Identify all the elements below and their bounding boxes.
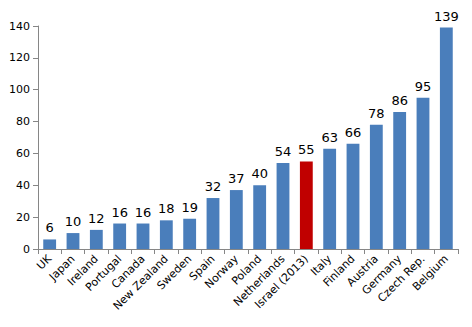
svg-text:140: 140	[9, 20, 30, 33]
svg-text:63: 63	[321, 130, 338, 145]
svg-text:Finland: Finland	[320, 252, 358, 290]
svg-text:Austria: Austria	[344, 252, 381, 289]
svg-text:Italy: Italy	[308, 252, 335, 279]
svg-text:95: 95	[415, 79, 432, 94]
svg-text:40: 40	[251, 166, 268, 181]
svg-text:40: 40	[16, 179, 30, 192]
svg-text:86: 86	[391, 93, 408, 108]
svg-text:54: 54	[275, 144, 292, 159]
svg-text:78: 78	[368, 106, 385, 121]
svg-text:12: 12	[88, 211, 105, 226]
svg-text:Poland: Poland	[229, 252, 265, 288]
svg-text:New Zealand: New Zealand	[110, 252, 171, 313]
svg-text:32: 32	[205, 179, 222, 194]
svg-text:Sweden: Sweden	[154, 252, 195, 293]
svg-text:Germany: Germany	[359, 252, 405, 298]
svg-text:60: 60	[16, 147, 30, 160]
svg-text:20: 20	[16, 211, 30, 224]
svg-text:6: 6	[46, 220, 54, 235]
svg-text:Spain: Spain	[186, 252, 218, 284]
svg-text:18: 18	[158, 201, 175, 216]
svg-text:55: 55	[298, 142, 315, 157]
svg-text:Canada: Canada	[108, 252, 148, 292]
svg-text:37: 37	[228, 171, 245, 186]
svg-text:19: 19	[181, 200, 198, 215]
svg-text:120: 120	[9, 51, 30, 64]
svg-text:Japan: Japan	[46, 252, 78, 284]
svg-text:Ireland: Ireland	[64, 252, 101, 289]
svg-text:10: 10	[65, 214, 82, 229]
svg-text:Portugal: Portugal	[82, 252, 125, 294]
svg-text:UK: UK	[34, 252, 55, 273]
svg-text:16: 16	[135, 205, 152, 220]
svg-text:100: 100	[9, 83, 30, 96]
svg-text:Czech Rep.: Czech Rep.	[375, 252, 428, 305]
svg-text:66: 66	[345, 125, 362, 140]
svg-text:Netherlands: Netherlands	[231, 252, 288, 309]
svg-text:16: 16	[111, 205, 128, 220]
svg-text:0: 0	[23, 243, 30, 256]
svg-text:80: 80	[16, 115, 30, 128]
svg-text:Norway: Norway	[202, 252, 241, 292]
svg-text:139: 139	[434, 9, 459, 24]
svg-text:Israel (2013): Israel (2013)	[252, 252, 311, 311]
svg-text:Belgium: Belgium	[410, 252, 451, 293]
